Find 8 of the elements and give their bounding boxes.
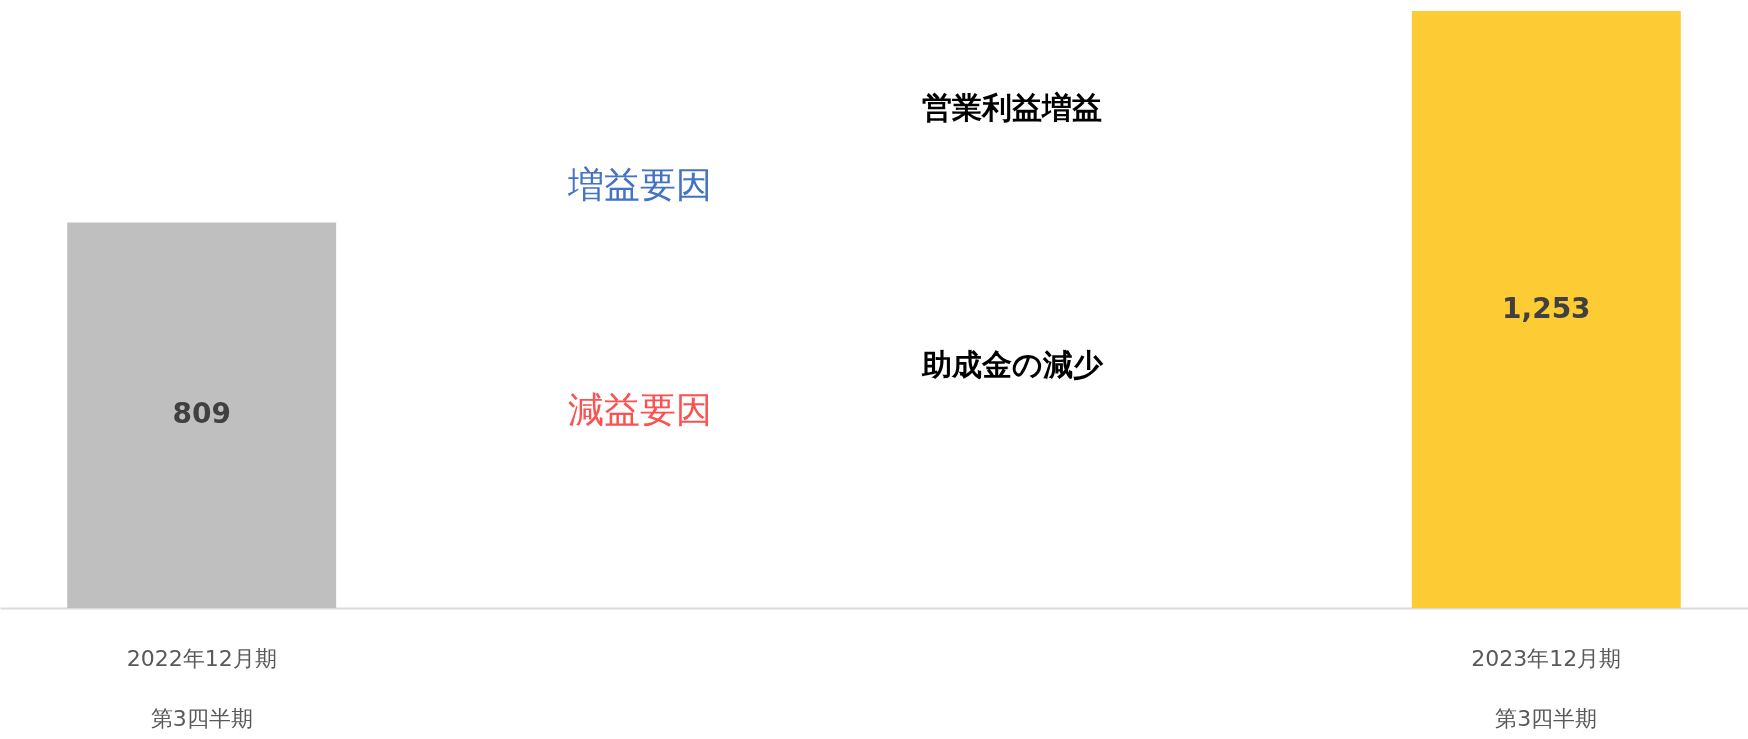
annotation: 助成金の減少 [921, 347, 1104, 382]
annotation: 営業利益増益 [922, 90, 1102, 125]
category-label: 2022年12月期第3四半期 [126, 645, 277, 731]
annotation: 減益要因 [568, 389, 712, 430]
category-label: 2023年12月期第3四半期 [1471, 645, 1622, 731]
annotation: 増益要因 [567, 164, 712, 205]
data-label: 1,253 [1502, 291, 1591, 325]
data-label: 809 [172, 397, 231, 431]
